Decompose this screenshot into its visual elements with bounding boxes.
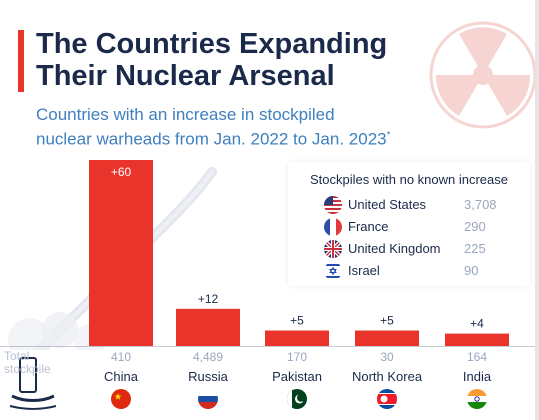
legend-item-label: United States — [348, 197, 427, 212]
category-label-north-korea: North Korea — [351, 369, 423, 384]
footnote-mark: * — [386, 130, 391, 141]
data-label-china: +60 — [111, 165, 132, 179]
bar-pakistan — [265, 330, 329, 346]
bar-russia — [176, 308, 240, 346]
israel-flag-icon — [324, 262, 342, 280]
legend-item-value: 290 — [464, 219, 486, 234]
pakistan-flag-icon — [287, 389, 307, 409]
total-value-north-korea: 30 — [380, 350, 394, 364]
bar-north-korea — [355, 330, 419, 346]
page-edge — [535, 0, 539, 420]
india-flag-icon — [467, 389, 487, 409]
uk-flag-icon — [324, 240, 342, 258]
chart-subtitle-line-2: nuclear warheads from Jan. 2022 to Jan. … — [36, 125, 446, 150]
bar-china — [89, 160, 153, 346]
legend-item-value: 3,708 — [464, 197, 497, 212]
us-flag-icon — [324, 196, 342, 214]
total-value-china: 410 — [110, 350, 132, 364]
legend-item-label: France — [348, 219, 389, 234]
legend-row-united-states: United States 3,708 — [288, 194, 530, 216]
legend-item-label: United Kingdom — [348, 241, 441, 256]
total-value-russia: 4,489 — [192, 350, 224, 364]
chart-subtitle-line-1: Countries with an increase in stockpiled — [36, 105, 335, 124]
chart-subtitle-line-2-text: nuclear warheads from Jan. 2022 to Jan. … — [36, 129, 387, 149]
legend-row-france: France 290 — [288, 216, 530, 238]
category-label-india: India — [462, 369, 492, 384]
chart-title-line-2: Their Nuclear Arsenal — [36, 60, 335, 92]
chart-baseline — [0, 346, 539, 347]
data-label-russia: +12 — [198, 292, 219, 306]
legend-row-israel: Israel 90 — [288, 260, 530, 282]
total-value-pakistan: 170 — [286, 350, 308, 364]
legend-item-value: 90 — [464, 263, 479, 278]
chart-title-line-1: The Countries Expanding — [36, 28, 388, 60]
category-label-russia: Russia — [188, 369, 228, 384]
category-label-china: China — [104, 369, 138, 384]
russia-flag-icon — [198, 389, 218, 409]
north-korea-flag-icon — [377, 389, 397, 409]
radiation-icon — [429, 21, 537, 129]
watermark-logo — [9, 357, 57, 410]
bar-india — [445, 333, 509, 346]
legend-item-value: 225 — [464, 241, 486, 256]
total-stockpile-label: Total stockpile — [4, 349, 51, 376]
data-label-pakistan: +5 — [290, 314, 304, 328]
data-label-north-korea: +5 — [380, 314, 394, 328]
data-label-india: +4 — [470, 317, 484, 331]
legend-panel: Stockpiles with no known increase United… — [288, 162, 530, 286]
china-flag-icon — [111, 389, 131, 409]
title-accent-bar — [18, 30, 24, 92]
france-flag-icon — [324, 218, 342, 236]
legend-title: Stockpiles with no known increase — [310, 172, 508, 187]
category-label-pakistan: Pakistan — [272, 369, 322, 384]
legend-item-label: Israel — [348, 263, 380, 278]
legend-row-united-kingdom: United Kingdom 225 — [288, 238, 530, 260]
chart-title: The Countries Expanding Their Nuclear Ar… — [36, 28, 436, 92]
chart-subtitle: Countries with an increase in stockpiled… — [36, 104, 446, 150]
total-value-india: 164 — [466, 350, 488, 364]
